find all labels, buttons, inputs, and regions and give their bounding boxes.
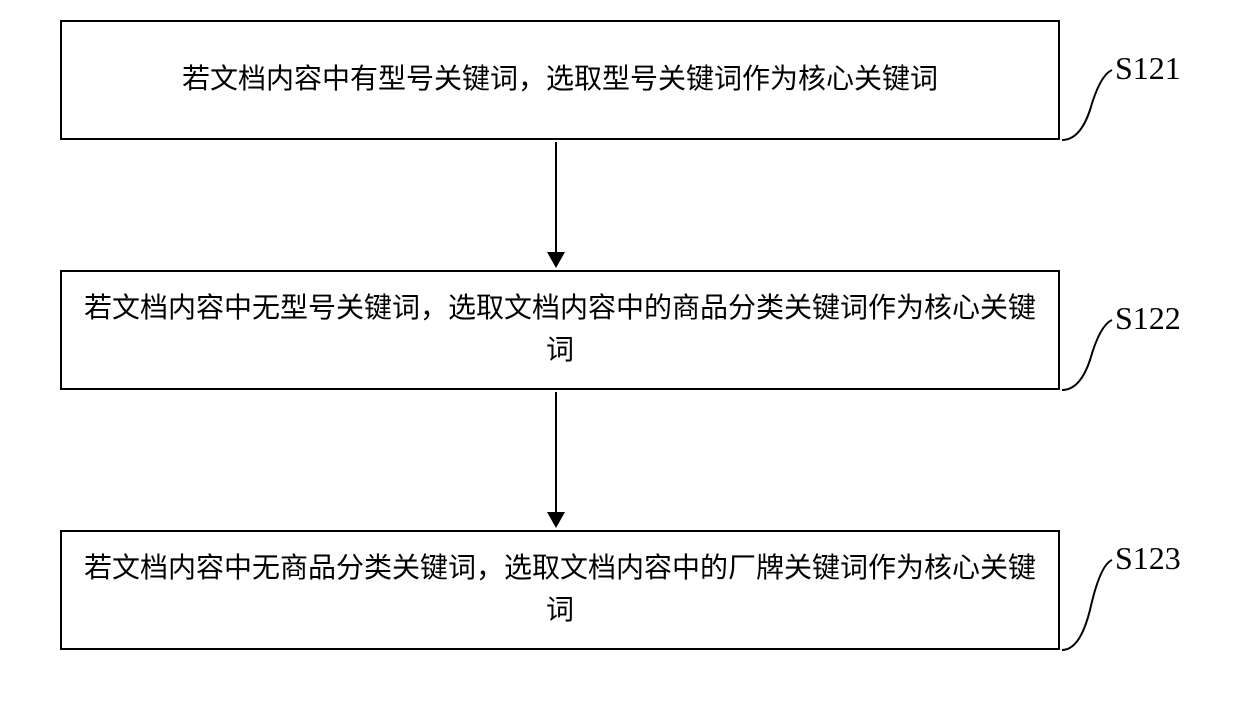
arrow-head-2	[547, 512, 565, 528]
flow-box-text-s121: 若文档内容中有型号关键词，选取型号关键词作为核心关键词	[182, 59, 938, 101]
step-label-s121: S121	[1115, 50, 1181, 87]
flow-box-s123: 若文档内容中无商品分类关键词，选取文档内容中的厂牌关键词作为核心关键词	[60, 530, 1060, 650]
flow-box-s121: 若文档内容中有型号关键词，选取型号关键词作为核心关键词	[60, 20, 1060, 140]
flow-box-text-s123: 若文档内容中无商品分类关键词，选取文档内容中的厂牌关键词作为核心关键词	[82, 548, 1038, 632]
flowchart-container: 若文档内容中有型号关键词，选取型号关键词作为核心关键词 S121 若文档内容中无…	[0, 0, 1240, 706]
arrow-line-2	[555, 392, 557, 514]
arrow-head-1	[547, 252, 565, 268]
arrow-line-1	[555, 142, 557, 254]
label-connector-s122	[1060, 310, 1120, 400]
label-connector-s121	[1060, 60, 1120, 150]
step-label-s123: S123	[1115, 540, 1181, 577]
label-connector-s123	[1060, 550, 1120, 660]
flow-box-s122: 若文档内容中无型号关键词，选取文档内容中的商品分类关键词作为核心关键词	[60, 270, 1060, 390]
flow-box-text-s122: 若文档内容中无型号关键词，选取文档内容中的商品分类关键词作为核心关键词	[82, 288, 1038, 372]
step-label-s122: S122	[1115, 300, 1181, 337]
